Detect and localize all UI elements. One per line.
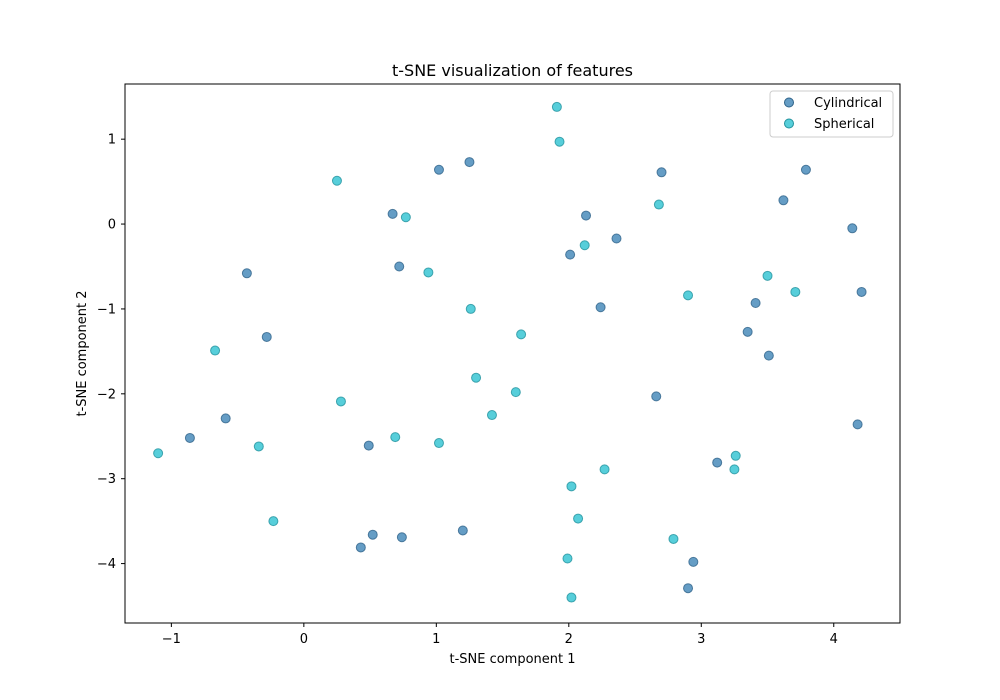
points-layer — [153, 101, 867, 603]
legend: Cylindrical Spherical — [769, 90, 894, 138]
x-tick-label: 2 — [565, 632, 573, 647]
point-cylindrical-23 — [712, 457, 723, 468]
point-cylindrical-17 — [763, 350, 774, 361]
point-spherical-13 — [471, 372, 482, 383]
point-cylindrical-19 — [220, 413, 231, 424]
y-tick-label: 0 — [108, 218, 116, 233]
point-spherical-2 — [331, 175, 342, 186]
point-cylindrical-27 — [457, 525, 468, 536]
point-cylindrical-5 — [387, 208, 398, 219]
point-spherical-28 — [562, 553, 573, 564]
point-spherical-23 — [599, 464, 610, 475]
x-tick-label: 1 — [432, 632, 440, 647]
point-cylindrical-14 — [856, 286, 867, 297]
y-tick-label: −2 — [97, 387, 116, 402]
point-cylindrical-1 — [433, 164, 444, 175]
point-spherical-3 — [400, 212, 411, 223]
point-spherical-18 — [433, 438, 444, 449]
legend-label-cylindrical: Cylindrical — [814, 96, 882, 111]
point-spherical-10 — [465, 303, 476, 314]
point-cylindrical-0 — [464, 157, 475, 168]
point-spherical-27 — [668, 533, 679, 544]
point-spherical-8 — [790, 286, 801, 297]
x-tick-label: 4 — [830, 632, 838, 647]
point-cylindrical-15 — [261, 331, 272, 342]
point-spherical-20 — [153, 448, 164, 459]
point-cylindrical-3 — [800, 164, 811, 175]
point-cylindrical-24 — [367, 529, 378, 540]
point-spherical-25 — [573, 513, 584, 524]
point-spherical-12 — [210, 345, 221, 356]
point-spherical-22 — [729, 464, 740, 475]
point-spherical-6 — [423, 267, 434, 278]
point-cylindrical-20 — [184, 432, 195, 443]
point-cylindrical-6 — [581, 210, 592, 221]
x-axis-label: t-SNE component 1 — [449, 652, 575, 667]
point-spherical-15 — [335, 396, 346, 407]
point-spherical-5 — [579, 240, 590, 251]
point-cylindrical-8 — [565, 249, 576, 260]
point-cylindrical-28 — [688, 556, 699, 567]
point-cylindrical-21 — [363, 440, 374, 451]
point-spherical-26 — [268, 516, 279, 527]
legend-marker-spherical — [784, 118, 794, 129]
point-spherical-7 — [762, 270, 773, 281]
point-spherical-16 — [486, 410, 497, 421]
y-axis-ticks: 1 0 −1 −2 −3 −4 — [97, 133, 125, 572]
point-cylindrical-11 — [394, 261, 405, 272]
x-tick-label: −1 — [162, 632, 181, 647]
point-cylindrical-9 — [847, 223, 858, 234]
point-cylindrical-12 — [595, 302, 606, 313]
x-tick-label: 3 — [697, 632, 705, 647]
point-spherical-9 — [683, 290, 694, 301]
y-tick-label: 1 — [108, 133, 116, 148]
y-tick-label: −4 — [97, 557, 116, 572]
point-spherical-19 — [253, 441, 264, 452]
point-cylindrical-25 — [355, 542, 366, 553]
legend-box — [769, 90, 894, 138]
plot-frame — [124, 83, 901, 624]
point-cylindrical-7 — [611, 233, 622, 244]
point-spherical-14 — [510, 387, 521, 398]
x-axis-ticks: −1 0 1 2 3 4 — [162, 623, 838, 647]
y-tick-label: −1 — [97, 302, 116, 317]
chart-title: t-SNE visualization of features — [392, 61, 633, 80]
point-cylindrical-18 — [651, 391, 662, 402]
point-cylindrical-16 — [742, 326, 753, 337]
point-cylindrical-10 — [241, 268, 252, 279]
point-cylindrical-26 — [396, 532, 407, 543]
point-spherical-17 — [390, 432, 401, 443]
point-spherical-24 — [566, 481, 577, 492]
legend-label-spherical: Spherical — [814, 117, 874, 132]
x-tick-label: 0 — [300, 632, 308, 647]
point-cylindrical-2 — [656, 167, 667, 178]
y-tick-label: −3 — [97, 472, 116, 487]
y-axis-label: t-SNE component 2 — [75, 290, 90, 416]
point-spherical-29 — [566, 592, 577, 603]
point-spherical-21 — [730, 450, 741, 461]
point-cylindrical-22 — [852, 419, 863, 430]
point-spherical-11 — [516, 329, 527, 340]
point-spherical-1 — [554, 136, 565, 147]
point-cylindrical-4 — [778, 195, 789, 206]
point-spherical-0 — [551, 101, 562, 112]
point-cylindrical-29 — [683, 583, 694, 594]
point-cylindrical-13 — [750, 297, 761, 308]
legend-marker-cylindrical — [784, 97, 794, 108]
point-spherical-4 — [653, 199, 664, 210]
